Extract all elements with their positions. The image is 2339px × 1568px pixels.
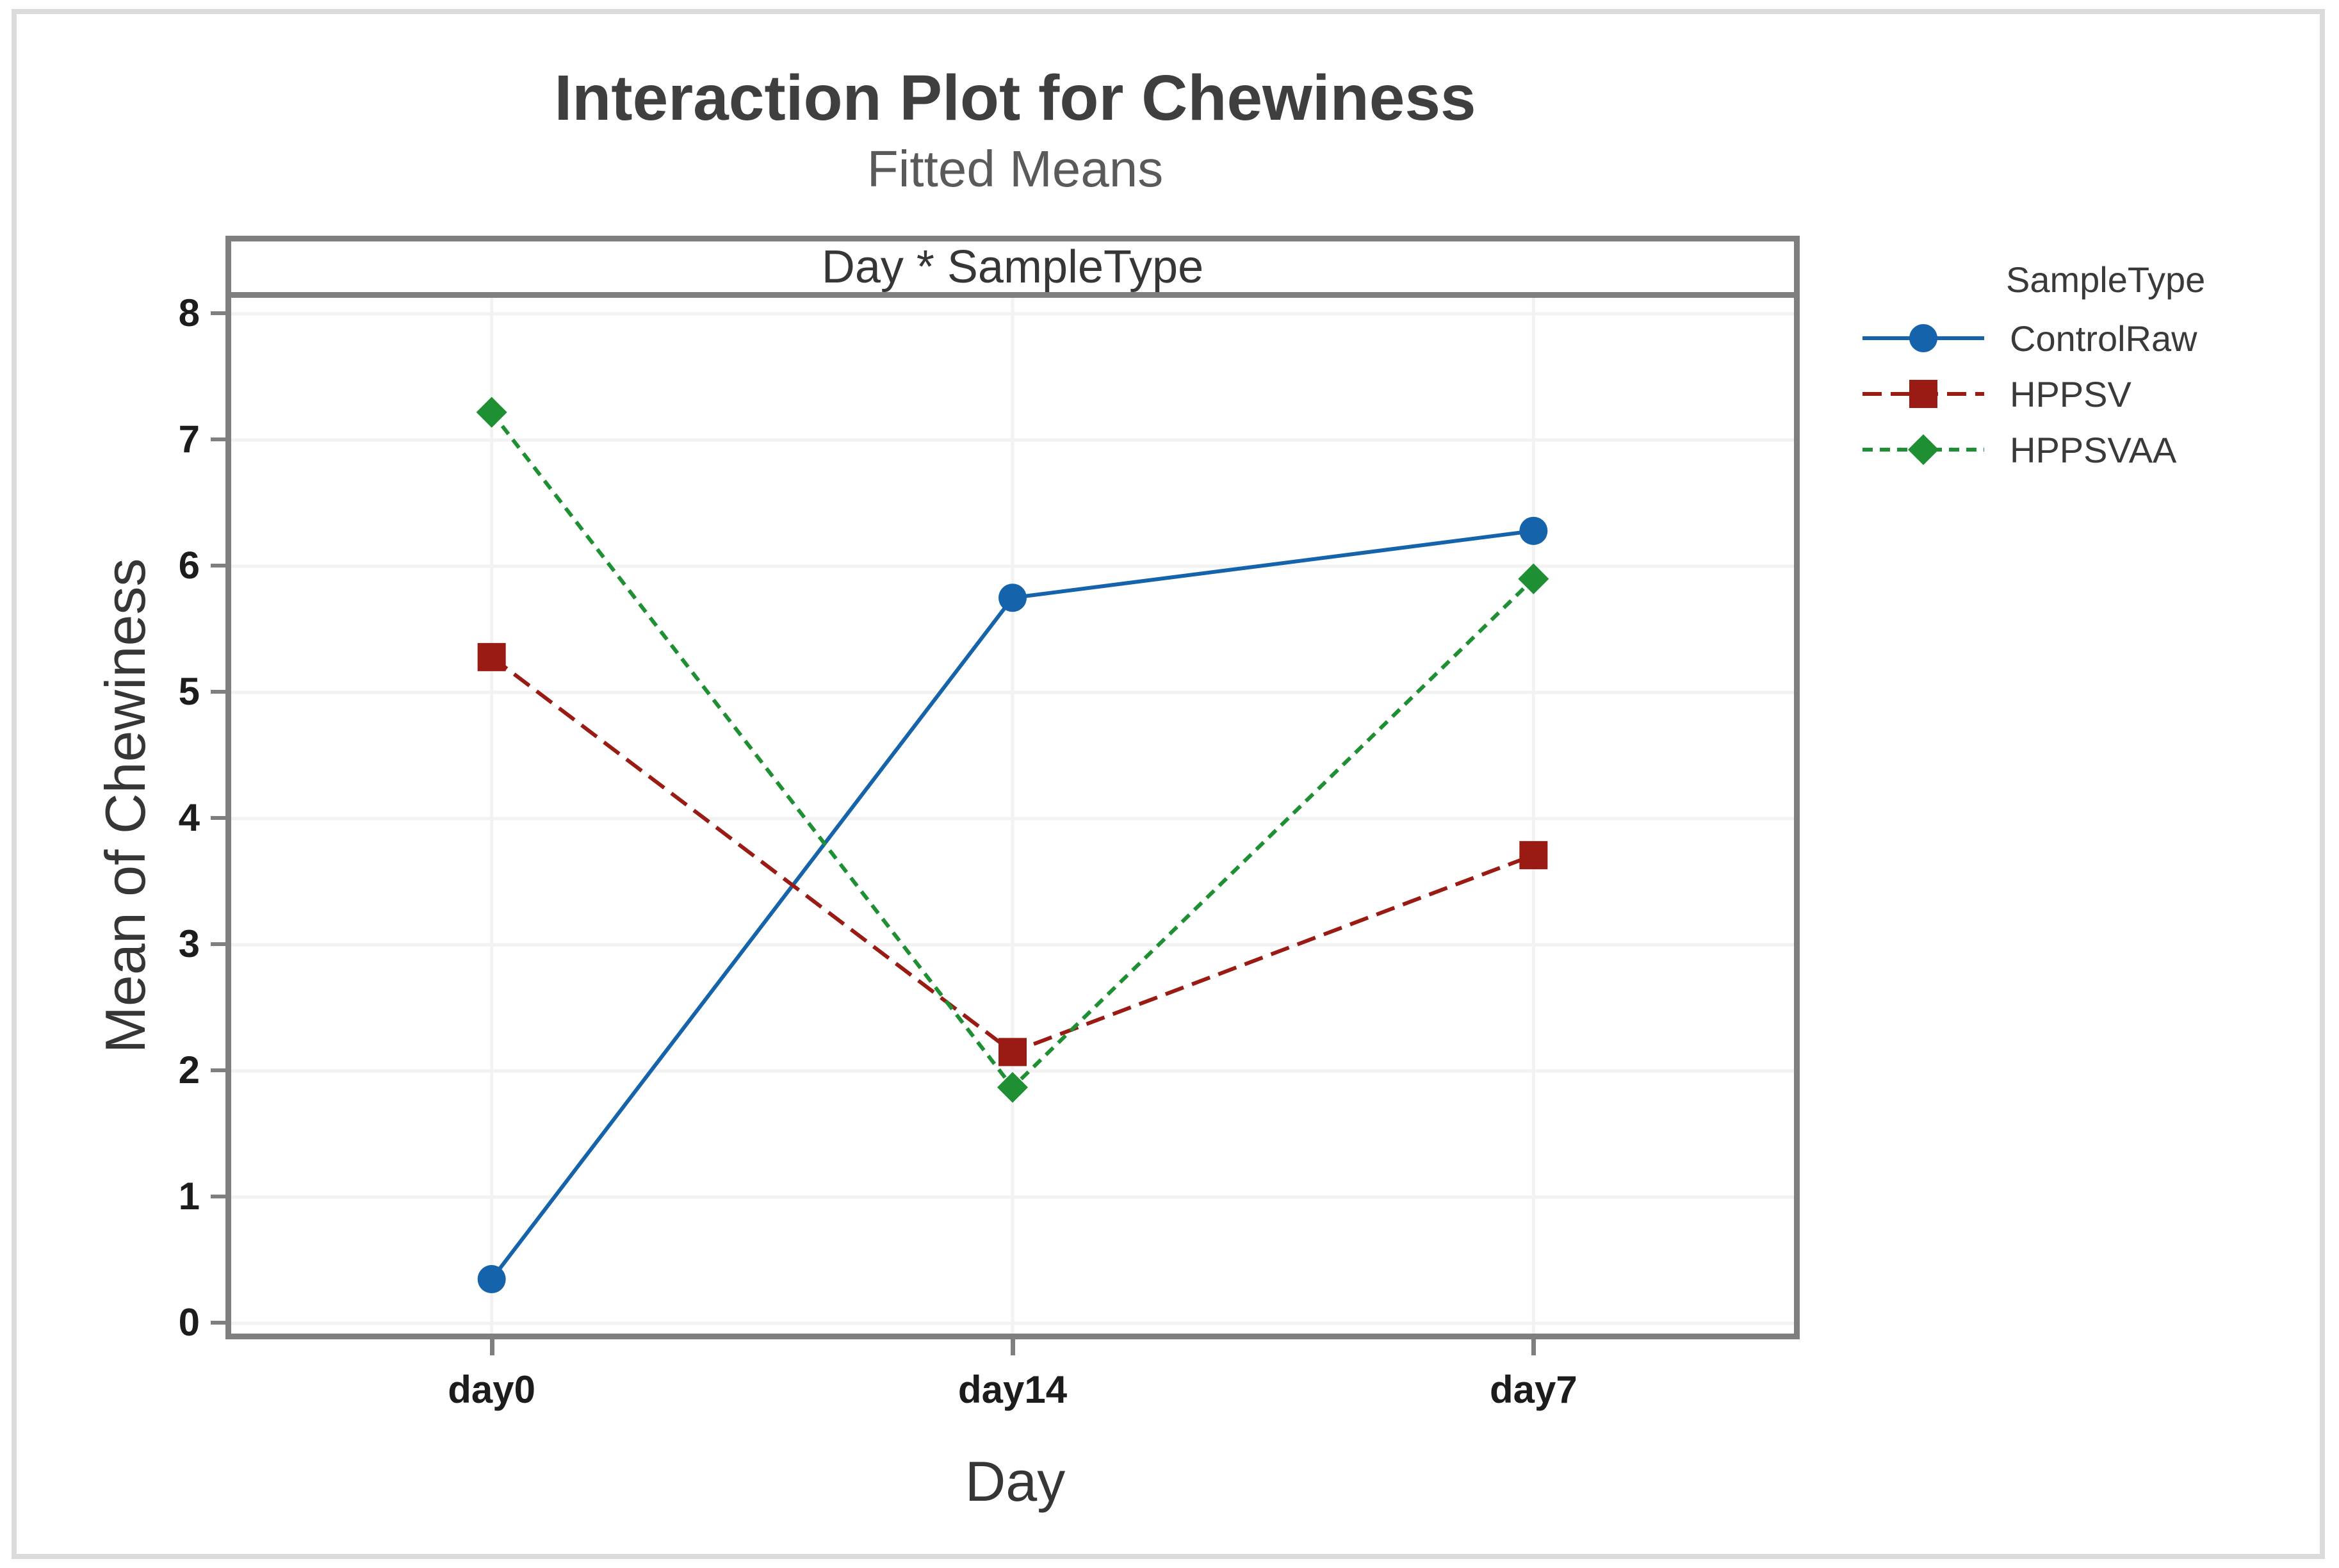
square-marker-legend-HPPSV bbox=[1909, 380, 1937, 408]
y-tick-label: 7 bbox=[178, 418, 200, 461]
y-axis-title: Mean of Chewiness bbox=[94, 558, 157, 1054]
legend-label: HPPSV bbox=[2010, 373, 2131, 414]
square-marker-HPPSV bbox=[998, 1038, 1027, 1066]
x-tick-label: day14 bbox=[958, 1368, 1068, 1411]
y-tick-mark bbox=[211, 437, 225, 441]
circle-marker-ControlRaw bbox=[477, 1265, 506, 1294]
y-tick-mark bbox=[211, 942, 225, 946]
y-tick-label: 1 bbox=[178, 1175, 200, 1218]
diamond-marker-HPPSVAA bbox=[476, 396, 507, 428]
diamond-marker-legend-HPPSVAA bbox=[1907, 434, 1939, 466]
legend-item-HPPSVAA: HPPSVAA bbox=[1862, 429, 2176, 470]
x-tick-label: day0 bbox=[448, 1368, 536, 1411]
y-tick-mark bbox=[211, 564, 225, 568]
plot-svg bbox=[231, 298, 1794, 1334]
y-tick-label: 2 bbox=[178, 1049, 200, 1091]
page-title: Interaction Plot for Chewiness bbox=[554, 62, 1476, 134]
y-tick-label: 4 bbox=[178, 796, 200, 839]
panel-header: Day * SampleType bbox=[231, 241, 1794, 298]
legend-item-HPPSV: HPPSV bbox=[1862, 373, 2131, 414]
page-subtitle: Fitted Means bbox=[867, 140, 1164, 197]
legend-title: SampleType bbox=[2006, 259, 2206, 300]
x-tick-label: day7 bbox=[1489, 1368, 1577, 1411]
y-tick-label: 8 bbox=[178, 291, 200, 334]
y-tick-mark bbox=[211, 690, 225, 694]
y-tick-mark bbox=[211, 311, 225, 315]
plot-area bbox=[231, 298, 1794, 1334]
x-tick-mark bbox=[1011, 1339, 1015, 1355]
legend-item-ControlRaw: ControlRaw bbox=[1862, 318, 2197, 359]
y-tick-label: 6 bbox=[178, 544, 200, 587]
y-tick-mark bbox=[211, 1321, 225, 1325]
circle-marker-legend-ControlRaw bbox=[1909, 324, 1937, 352]
y-tick-label: 5 bbox=[178, 670, 200, 713]
legend-sample-square-icon bbox=[1862, 380, 1984, 408]
y-tick-label: 0 bbox=[178, 1301, 200, 1344]
circle-marker-ControlRaw bbox=[1519, 516, 1548, 545]
plot-panel: Day * SampleType bbox=[225, 236, 1800, 1339]
x-axis-title: Day bbox=[965, 1450, 1066, 1513]
square-marker-HPPSV bbox=[1519, 841, 1548, 870]
x-tick-mark bbox=[1531, 1339, 1536, 1355]
legend-sample-circle-icon bbox=[1862, 324, 1984, 352]
legend-label: HPPSVAA bbox=[2010, 429, 2177, 470]
square-marker-HPPSV bbox=[477, 642, 506, 671]
legend-sample-diamond-icon bbox=[1862, 434, 1984, 466]
y-tick-label: 3 bbox=[178, 922, 200, 965]
y-tick-mark bbox=[211, 1068, 225, 1072]
circle-marker-ControlRaw bbox=[998, 584, 1027, 612]
y-tick-mark bbox=[211, 1195, 225, 1198]
legend-label: ControlRaw bbox=[2010, 318, 2197, 359]
y-tick-mark bbox=[211, 816, 225, 820]
x-tick-mark bbox=[489, 1339, 494, 1355]
panel-header-label: Day * SampleType bbox=[821, 241, 1204, 293]
